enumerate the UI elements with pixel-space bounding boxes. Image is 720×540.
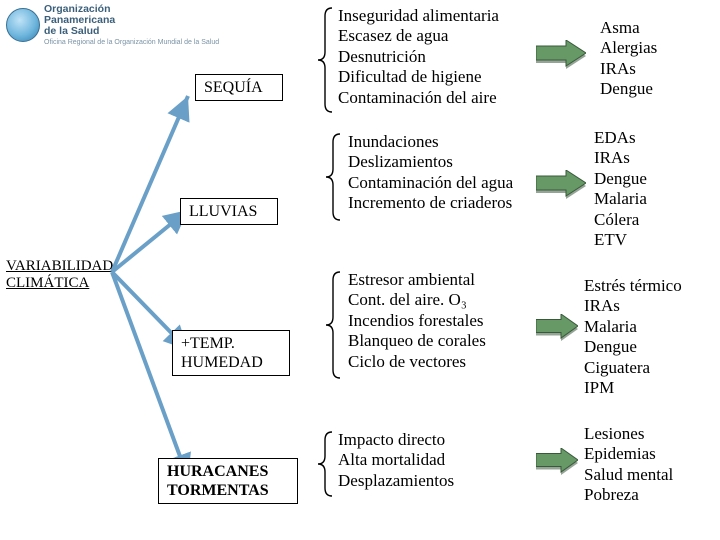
- driver-lluvias: LLUVIAS: [180, 198, 278, 225]
- effects-m3: Estresor ambientalCont. del aire. O₃Ince…: [348, 270, 486, 372]
- logo-badge-icon: [6, 8, 40, 42]
- outcomes-o1: AsmaAlergiasIRAsDengue: [600, 18, 657, 100]
- origin-label: VARIABILIDADCLIMÁTICA: [6, 258, 113, 292]
- effects-m2: InundacionesDeslizamientosContaminación …: [348, 132, 513, 214]
- driver-temp: +TEMP.HUMEDAD: [172, 330, 290, 376]
- outcomes-o2: EDAsIRAsDengueMalariaCóleraETV: [594, 128, 647, 250]
- block-arrow-2: [536, 170, 586, 207]
- effects-m4: Impacto directoAlta mortalidadDesplazami…: [338, 430, 454, 491]
- paho-logo: Organización Panamericana de la Salud Of…: [6, 4, 219, 46]
- block-arrow-3: [536, 314, 578, 349]
- driver-sequia: SEQUÍA: [195, 74, 283, 101]
- logo-text: Organización Panamericana de la Salud Of…: [44, 4, 219, 46]
- outcomes-o3: Estrés térmicoIRAsMalariaDengueCiguatera…: [584, 276, 682, 398]
- outcomes-o4: LesionesEpidemiasSalud mentalPobreza: [584, 424, 673, 506]
- effects-m1: Inseguridad alimentariaEscasez de aguaDe…: [338, 6, 499, 108]
- driver-huracanes: HURACANESTORMENTAS: [158, 458, 298, 504]
- block-arrow-1: [536, 40, 586, 77]
- block-arrow-4: [536, 448, 578, 483]
